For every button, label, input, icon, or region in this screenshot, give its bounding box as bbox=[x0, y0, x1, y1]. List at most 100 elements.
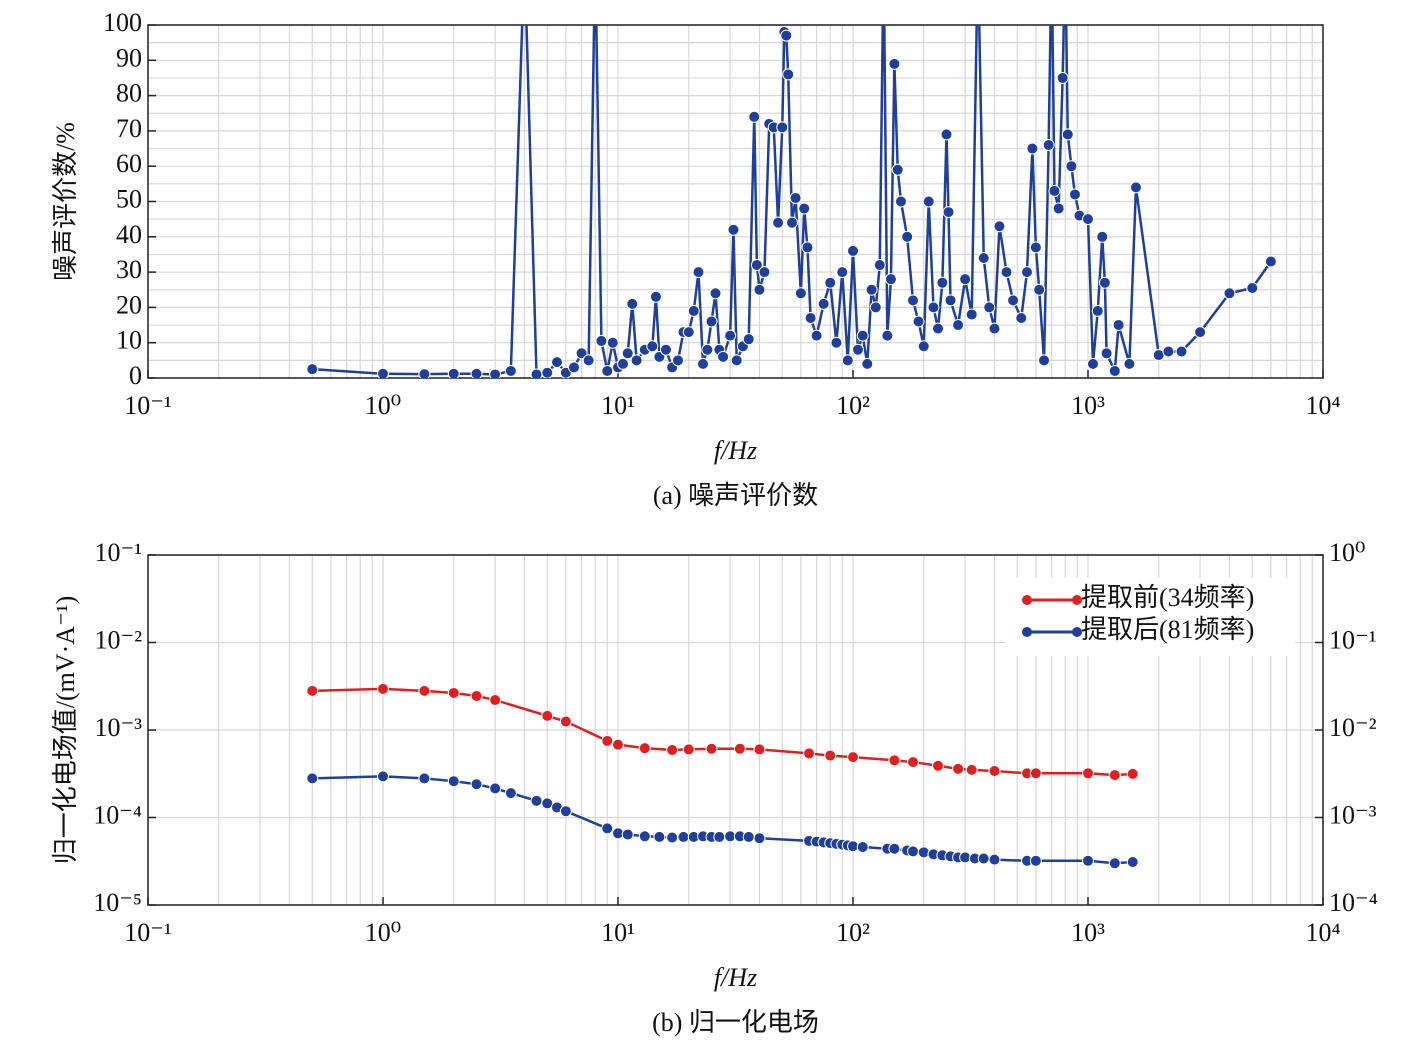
data-point bbox=[1052, 202, 1065, 215]
data-point bbox=[865, 283, 878, 296]
data-point bbox=[601, 364, 614, 377]
data-point bbox=[418, 368, 431, 378]
y-tick-label: 10⁻⁴ bbox=[93, 800, 142, 829]
data-point bbox=[894, 195, 907, 208]
data-point bbox=[965, 308, 978, 321]
data-point bbox=[1015, 311, 1028, 324]
data-point bbox=[418, 772, 431, 785]
data-point bbox=[630, 354, 643, 367]
y-tick-label: 40 bbox=[116, 220, 142, 249]
data-point bbox=[653, 830, 666, 843]
data-point bbox=[780, 29, 793, 42]
y-tick-label: 90 bbox=[116, 43, 142, 72]
legend-label: 提取后(81频率) bbox=[1081, 615, 1254, 644]
data-point bbox=[1061, 128, 1074, 141]
data-point bbox=[1223, 287, 1236, 300]
data-point bbox=[1033, 283, 1046, 296]
data-point bbox=[847, 751, 859, 764]
data-point bbox=[595, 334, 608, 347]
data-point bbox=[798, 202, 811, 215]
data-point bbox=[888, 754, 901, 767]
legend-marker bbox=[1022, 627, 1032, 637]
data-point bbox=[1042, 139, 1055, 152]
data-point bbox=[1000, 266, 1013, 279]
data-point bbox=[550, 356, 563, 369]
data-point bbox=[861, 357, 874, 370]
data-point bbox=[993, 220, 1006, 233]
y2-tick-label: 10⁰ bbox=[1329, 538, 1365, 567]
data-point bbox=[742, 333, 755, 346]
y-tick-label: 70 bbox=[116, 114, 142, 143]
y-tick-label: 80 bbox=[116, 79, 142, 108]
caption: (b) 归一化电场 bbox=[652, 1008, 819, 1037]
data-point bbox=[717, 350, 730, 363]
x-tick-label: 10⁴ bbox=[1305, 391, 1340, 420]
data-point bbox=[377, 682, 389, 695]
y-tick-label: 20 bbox=[116, 290, 142, 319]
data-point bbox=[1068, 188, 1081, 201]
data-point bbox=[912, 315, 925, 328]
data-point bbox=[753, 283, 766, 296]
data-point bbox=[306, 363, 319, 376]
data-point bbox=[626, 297, 639, 310]
data-point bbox=[922, 195, 935, 208]
y2-tick-label: 10⁻¹ bbox=[1329, 625, 1377, 654]
plot-area bbox=[306, 682, 1139, 870]
data-point bbox=[1007, 294, 1020, 307]
data-point bbox=[682, 743, 695, 756]
data-point bbox=[705, 742, 718, 755]
data-point bbox=[1082, 854, 1094, 867]
x-axis-label: f/Hz bbox=[714, 436, 757, 465]
data-point bbox=[504, 787, 517, 800]
y2-tick-label: 10⁻⁴ bbox=[1329, 888, 1378, 917]
data-point bbox=[801, 241, 814, 254]
data-point bbox=[856, 841, 869, 854]
data-point bbox=[856, 329, 869, 342]
data-point bbox=[601, 734, 614, 747]
data-point bbox=[666, 831, 679, 844]
data-point bbox=[932, 322, 945, 335]
data-point bbox=[377, 367, 389, 378]
data-point bbox=[530, 794, 543, 807]
y-tick-label: 10⁻⁵ bbox=[93, 888, 142, 917]
data-point bbox=[841, 354, 854, 367]
series-line bbox=[312, 25, 1272, 376]
data-point bbox=[804, 311, 817, 324]
data-point bbox=[851, 343, 864, 356]
data-point bbox=[1056, 71, 1069, 84]
legend-marker bbox=[1022, 595, 1032, 605]
data-point bbox=[983, 301, 996, 314]
data-point bbox=[952, 319, 965, 332]
data-point bbox=[1091, 304, 1104, 317]
data-point bbox=[917, 846, 930, 859]
data-point bbox=[470, 367, 483, 378]
data-point bbox=[869, 301, 882, 314]
legend-marker bbox=[1072, 627, 1082, 637]
data-point bbox=[1100, 347, 1113, 360]
x-tick-label: 10⁻¹ bbox=[124, 918, 172, 947]
data-point bbox=[817, 297, 830, 310]
data-point bbox=[447, 686, 460, 699]
data-point bbox=[782, 68, 795, 81]
y-tick-label: 0 bbox=[129, 361, 142, 390]
data-point bbox=[824, 276, 837, 289]
y2-tick-label: 10⁻³ bbox=[1329, 800, 1377, 829]
data-point bbox=[888, 57, 901, 70]
x-tick-label: 10¹ bbox=[601, 391, 635, 420]
data-point bbox=[1175, 345, 1188, 358]
data-point bbox=[1029, 241, 1042, 254]
legend-label: 提取前(34频率) bbox=[1081, 583, 1254, 612]
data-point bbox=[724, 329, 737, 342]
data-point bbox=[988, 764, 1001, 777]
data-point bbox=[1086, 357, 1099, 370]
x-tick-label: 10³ bbox=[1071, 918, 1105, 947]
series-line bbox=[312, 687, 1133, 777]
data-point bbox=[1194, 326, 1207, 339]
data-point bbox=[582, 354, 595, 367]
data-point bbox=[1112, 319, 1125, 332]
data-point bbox=[621, 828, 634, 841]
data-point bbox=[1264, 255, 1277, 268]
data-point bbox=[559, 715, 572, 728]
data-point bbox=[753, 743, 766, 756]
